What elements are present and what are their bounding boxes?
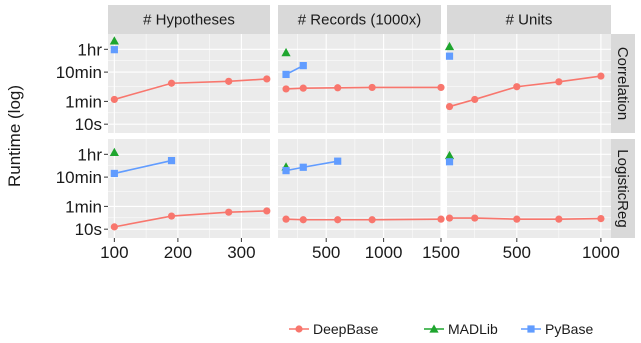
x-tick-label: 200 — [164, 243, 192, 262]
x-tick-label: 1000 — [365, 243, 403, 262]
x-tick-label: 500 — [312, 243, 340, 262]
legend-key-deepbase — [295, 325, 303, 333]
column-strip — [278, 5, 441, 34]
x-tick-label: 300 — [227, 243, 255, 262]
data-point-deepbase — [471, 95, 479, 104]
data-point-pybase — [167, 156, 176, 165]
y-tick-label: 10min — [56, 63, 102, 82]
row-strip-label: LogisticReg — [614, 149, 631, 227]
data-point-deepbase — [282, 215, 290, 223]
column-strip-label: # Units — [506, 12, 553, 29]
row-strip-label: Correlation — [614, 47, 631, 120]
data-point-pybase — [110, 169, 118, 178]
data-point-madlib — [109, 147, 119, 157]
data-point-madlib — [444, 150, 455, 160]
y-tick-label: 10s — [75, 115, 102, 134]
y-tick-label: 1hr — [77, 40, 102, 59]
data-point-deepbase — [263, 75, 271, 83]
panel-1-1 — [281, 157, 445, 224]
panel-bg-0-1 — [108, 139, 270, 238]
legend-key-pybase — [527, 325, 535, 333]
data-point-pybase — [299, 163, 307, 171]
data-point-deepbase — [555, 215, 563, 223]
data-point-deepbase — [299, 84, 307, 92]
panel-1-0 — [281, 47, 445, 93]
data-point-madlib — [281, 47, 291, 57]
data-point-deepbase — [110, 223, 118, 231]
panel-bg-2-0 — [447, 34, 611, 133]
legend-label: MADLib — [448, 321, 498, 337]
column-strip-label: # Records (1000x) — [298, 12, 421, 29]
data-point-deepbase — [513, 215, 521, 223]
column-strip-label: # Hypotheses — [143, 12, 235, 29]
legend: DeepBase MADLib PyBase — [289, 321, 593, 337]
data-point-deepbase — [334, 216, 342, 224]
data-point-pybase — [334, 157, 342, 165]
row-strip — [611, 34, 635, 133]
column-strip — [447, 5, 611, 34]
panel-0-1 — [109, 147, 271, 231]
data-point-deepbase — [263, 207, 271, 215]
panel-2-0 — [444, 41, 605, 111]
y-axis-title: Runtime (log) — [5, 85, 24, 187]
data-point-deepbase — [368, 83, 376, 92]
x-tick-label: 100 — [100, 243, 128, 262]
data-point-deepbase — [167, 79, 176, 87]
data-point-deepbase — [597, 214, 605, 223]
data-point-pybase — [445, 52, 454, 60]
data-point-deepbase — [299, 216, 307, 224]
legend-label: DeepBase — [313, 321, 379, 337]
series-line-deepbase — [114, 210, 267, 228]
data-point-deepbase — [282, 85, 290, 93]
data-point-madlib — [444, 41, 455, 51]
data-point-deepbase — [445, 214, 454, 222]
x-tick-label: 1500 — [422, 243, 460, 262]
data-point-deepbase — [445, 102, 454, 111]
data-point-deepbase — [513, 83, 521, 91]
data-point-pybase — [282, 167, 290, 175]
data-point-deepbase — [225, 77, 233, 85]
column-strip — [108, 5, 270, 34]
data-point-deepbase — [437, 215, 445, 223]
data-point-deepbase — [167, 212, 176, 220]
data-point-deepbase — [110, 95, 118, 104]
data-point-pybase — [445, 158, 454, 166]
y-tick-label: 10min — [56, 168, 102, 187]
panel-2-1 — [444, 150, 605, 223]
data-point-deepbase — [334, 84, 342, 92]
series-line-deepbase — [286, 218, 442, 221]
panel-bg-0-0 — [108, 34, 270, 133]
data-point-deepbase — [471, 214, 479, 222]
panel-bg-1-0 — [278, 34, 441, 133]
legend-label: PyBase — [545, 321, 593, 337]
y-tick-label: 10s — [75, 220, 102, 239]
y-tick-label: 1min — [65, 197, 102, 216]
x-tick-label: 1000 — [582, 243, 620, 262]
y-tick-label: 1min — [65, 92, 102, 111]
data-point-pybase — [299, 62, 307, 70]
data-point-deepbase — [368, 216, 376, 224]
data-point-deepbase — [555, 78, 563, 86]
data-point-deepbase — [597, 72, 605, 80]
panel-0-0 — [109, 36, 271, 104]
legend-key-madlib — [429, 324, 439, 333]
x-tick-label: 500 — [503, 243, 531, 262]
data-point-pybase — [110, 46, 118, 54]
y-tick-label: 1hr — [77, 145, 102, 164]
data-point-deepbase — [225, 208, 233, 216]
row-strip — [611, 139, 635, 238]
data-point-pybase — [282, 70, 290, 79]
data-point-madlib — [109, 36, 119, 45]
series-line-deepbase — [114, 78, 267, 101]
series-line-pybase — [114, 159, 172, 175]
data-point-deepbase — [437, 83, 445, 92]
